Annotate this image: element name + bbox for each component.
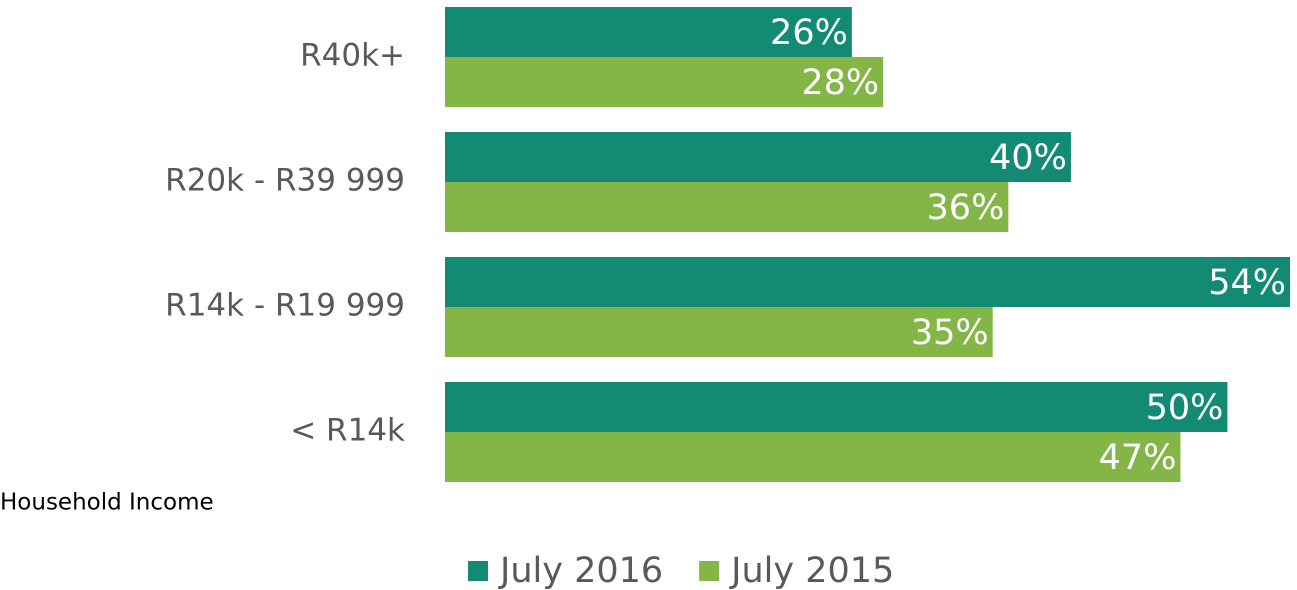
- value-label: 28%: [801, 63, 879, 103]
- category-label: R40k+: [300, 38, 405, 74]
- value-label: 40%: [989, 138, 1067, 178]
- category-label: R14k - R19 999: [165, 288, 405, 324]
- value-label: 47%: [1099, 438, 1177, 478]
- value-label: 50%: [1146, 388, 1224, 428]
- legend-swatch: [468, 561, 488, 581]
- value-label: 54%: [1208, 263, 1286, 303]
- bar: [445, 307, 993, 357]
- bar: [445, 182, 1009, 232]
- legend-label: July 2015: [729, 551, 894, 590]
- category-label: < R14k: [290, 413, 405, 449]
- bar: [445, 57, 884, 107]
- bar: [445, 257, 1290, 307]
- bar: [445, 132, 1071, 182]
- bar: [445, 382, 1228, 432]
- bar: [445, 7, 852, 57]
- legend-label: July 2016: [498, 551, 663, 590]
- value-label: 35%: [911, 313, 989, 353]
- value-label: 36%: [927, 188, 1005, 228]
- bar: [445, 432, 1181, 482]
- category-label: R20k - R39 999: [165, 163, 405, 199]
- value-label: 26%: [770, 13, 848, 53]
- legend-swatch: [699, 561, 720, 581]
- axis-label: Household Income: [0, 490, 214, 516]
